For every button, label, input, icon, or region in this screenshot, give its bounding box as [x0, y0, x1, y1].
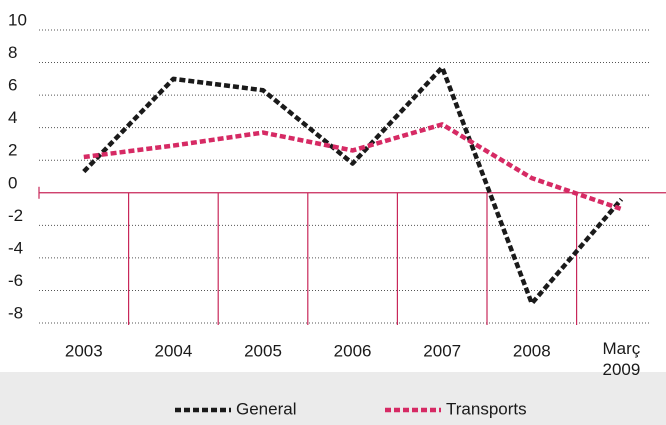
x-tick-label: 2005	[244, 341, 282, 360]
y-tick-label: 6	[8, 76, 17, 95]
legend-label: General	[236, 399, 296, 418]
x-tick-label: 2003	[65, 341, 103, 360]
x-tick-label: Març 2009	[602, 339, 640, 379]
legend-label: Transports	[446, 399, 527, 418]
y-tick-label: 10	[8, 10, 27, 29]
y-tick-label: -6	[8, 271, 23, 290]
x-tick-label: 2004	[154, 341, 192, 360]
y-tick-label: 0	[8, 173, 17, 192]
y-tick-label: -4	[8, 238, 23, 257]
y-tick-label: 4	[8, 108, 17, 127]
x-tick-label: 2008	[513, 341, 551, 360]
y-tick-label: -8	[8, 303, 23, 322]
y-tick-label: -2	[8, 206, 23, 225]
x-tick-label: 2006	[334, 341, 372, 360]
series-line	[82, 65, 624, 306]
y-tick-label: 2	[8, 141, 17, 160]
x-tick-label: 2007	[423, 341, 461, 360]
legend-background	[0, 372, 666, 425]
y-tick-label: 8	[8, 43, 17, 62]
series-line	[83, 122, 623, 212]
